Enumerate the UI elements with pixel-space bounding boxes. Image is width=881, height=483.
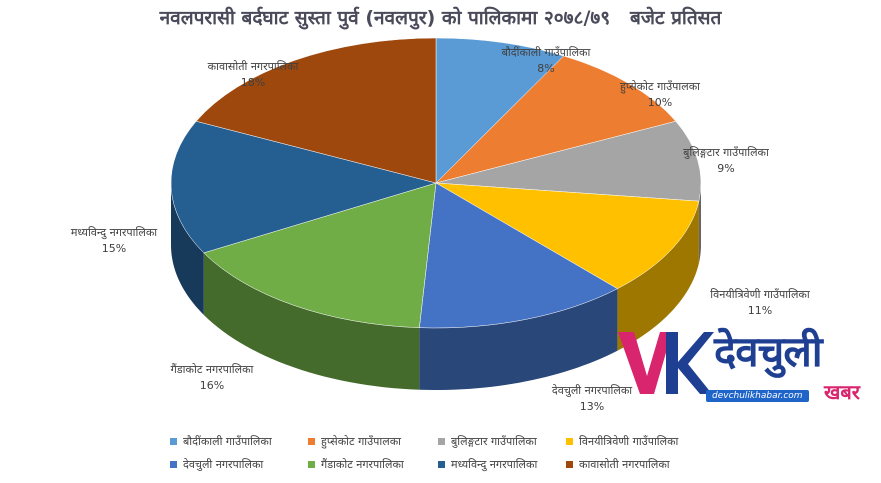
legend-swatch xyxy=(170,461,177,468)
pie-slice-3 xyxy=(435,182,700,289)
pie-sides xyxy=(171,183,701,390)
pie-slice-1 xyxy=(435,55,677,184)
legend-label: बुलिङ्गटार गाउँपालिका xyxy=(451,435,537,448)
legend: बौदींकाली गाउँपालिका हुप्सेकोट गाउँपालका ब… xyxy=(170,434,730,472)
chart-title: नवलपरासी बर्दघाट सुस्ता पुर्व (नवलपुर) क… xyxy=(159,7,722,29)
legend-label: विनयीत्रिवेणी गाउँपालिका xyxy=(579,435,679,448)
pie-side-2 xyxy=(698,183,701,264)
legend-item-0: बौदींकाली गाउँपालिका xyxy=(170,434,308,449)
slice-value-1: 10% xyxy=(648,96,672,109)
legend-label: बौदींकाली गाउँपालिका xyxy=(183,435,272,448)
pie-side-5 xyxy=(203,252,420,390)
slice-value-2: 9% xyxy=(717,162,734,175)
slice-label-6: मध्यविन्दु नगरपालिका xyxy=(71,226,157,240)
legend-swatch xyxy=(438,461,445,468)
pie-slice-7 xyxy=(195,37,437,184)
legend-swatch xyxy=(308,438,315,445)
legend-item-3: विनयीत्रिवेणी गाउँपालिका xyxy=(566,434,726,449)
slice-value-3: 11% xyxy=(748,304,772,317)
slice-label-7: कावासोती नगरपालिका xyxy=(208,60,299,73)
pie-tops xyxy=(170,37,702,329)
slice-label-1: हुप्सेकोट गाउँपालका xyxy=(620,80,700,94)
legend-swatch xyxy=(566,438,573,445)
watermark-wordmark: देवचुली xyxy=(714,327,823,376)
slice-label-3: विनयीत्रिवेणी गाउँपालिका xyxy=(710,288,810,301)
slice-label-4: देवचुली नगरपालिका xyxy=(552,384,632,397)
legend-label: गैंडाकोट नगरपालिका xyxy=(321,458,404,471)
pie-slice-4 xyxy=(419,182,618,329)
legend-item-6: मध्यविन्दु नगरपालिका xyxy=(438,457,566,472)
legend-item-7: कावासोती नगरपालिका xyxy=(566,457,726,472)
slice-value-6: 15% xyxy=(102,242,126,255)
legend-label: देवचुली नगरपालिका xyxy=(183,458,264,471)
slice-value-4: 13% xyxy=(580,400,604,413)
legend-label: मध्यविन्दु नगरपालिका xyxy=(451,458,538,471)
legend-item-4: देवचुली नगरपालिका xyxy=(170,457,308,472)
pie-slice-0 xyxy=(435,37,565,184)
legend-swatch xyxy=(170,438,177,445)
legend-swatch xyxy=(438,438,445,445)
legend-swatch xyxy=(308,461,315,468)
watermark-url: devchulikhabar.com xyxy=(706,390,809,402)
slice-value-5: 16% xyxy=(200,379,224,392)
watermark-sub: खबर xyxy=(824,380,860,404)
devchuli-khabar-watermark: देवचुली खबर devchulikhabar.com xyxy=(614,320,876,408)
pie-slice-5 xyxy=(203,182,437,328)
pie-side-3 xyxy=(617,201,699,351)
legend-swatch xyxy=(566,461,573,468)
legend-label: कावासोती नगरपालिका xyxy=(579,458,670,471)
slice-value-0: 8% xyxy=(537,62,554,75)
pie-labels: बौदींकाली गाउँपालिका 8% हुप्सेकोट गाउँपालक… xyxy=(71,46,810,413)
slice-label-0: बौदींकाली गाउँपालिका xyxy=(502,46,591,59)
slice-label-2: बुलिङ्गटार गाउँपालिका xyxy=(683,146,769,159)
pie-side-6 xyxy=(171,183,204,315)
pie-side-4 xyxy=(419,288,618,390)
slice-label-5: गैंडाकोट नगरपालिका xyxy=(171,363,254,376)
pie-slice-6 xyxy=(170,120,437,254)
pie-slice-2 xyxy=(435,120,702,202)
legend-item-2: बुलिङ्गटार गाउँपालिका xyxy=(438,434,566,449)
legend-item-1: हुप्सेकोट गाउँपालका xyxy=(308,434,438,449)
vk-logo-icon xyxy=(618,332,714,394)
slice-value-7: 18% xyxy=(241,76,265,89)
legend-item-5: गैंडाकोट नगरपालिका xyxy=(308,457,438,472)
legend-label: हुप्सेकोट गाउँपालका xyxy=(321,435,401,448)
